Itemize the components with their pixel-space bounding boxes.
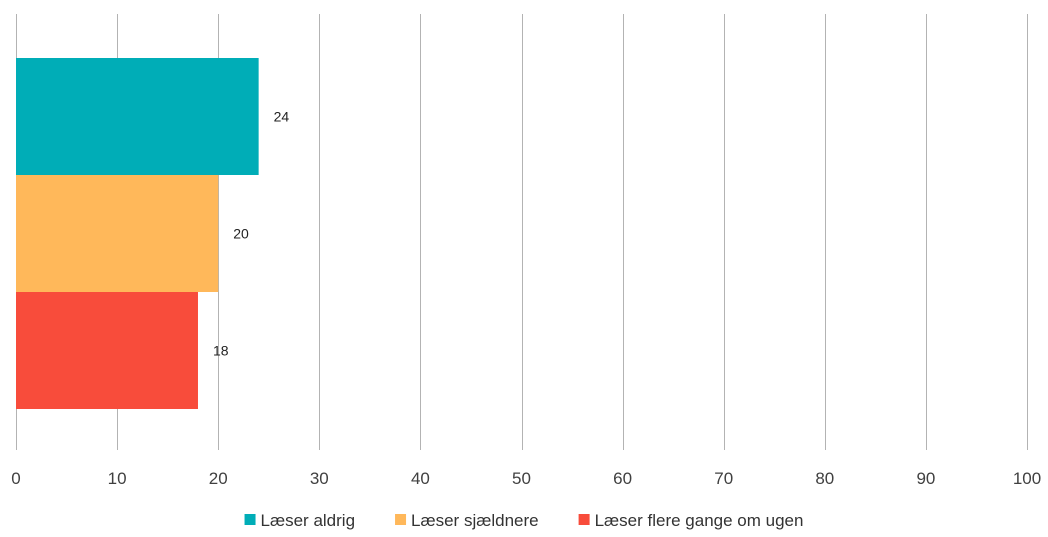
x-tick-label-100: 100 [1013,469,1041,488]
data-label-3: 18 [213,343,229,359]
x-tick-label-10: 10 [108,469,127,488]
data-label-2: 20 [233,226,249,242]
x-tick-label-30: 30 [310,469,329,488]
x-tick-label-0: 0 [11,469,20,488]
legend-swatch-3 [578,514,590,525]
x-axis-tick-labels: 0 10 20 30 40 50 60 70 80 90 100 [11,469,1041,488]
bar-3 [16,292,198,409]
x-tick-label-90: 90 [916,469,935,488]
legend-item-2: Læser sjældnere [395,511,539,530]
bar-1 [16,58,259,175]
data-label-1: 24 [274,109,290,125]
x-tick-label-20: 20 [209,469,228,488]
legend: Læser aldrig Læser sjældnere Læser flere g… [244,511,804,530]
bars [16,58,259,409]
data-labels: 24 20 18 [213,109,289,359]
legend-swatch-2 [395,514,407,525]
legend-label-1: Læser aldrig [261,511,356,530]
x-tick-label-40: 40 [411,469,430,488]
x-tick-label-70: 70 [714,469,733,488]
legend-item-1: Læser aldrig [244,511,356,530]
legend-swatch-1 [244,514,256,525]
x-tick-label-80: 80 [815,469,834,488]
legend-label-3: Læser flere gange om ugen [595,511,804,530]
legend-item-3: Læser flere gange om ugen [578,511,804,530]
legend-label-2: Læser sjældnere [411,511,539,530]
x-tick-label-50: 50 [512,469,531,488]
bar-2 [16,175,219,292]
x-tick-label-60: 60 [613,469,632,488]
